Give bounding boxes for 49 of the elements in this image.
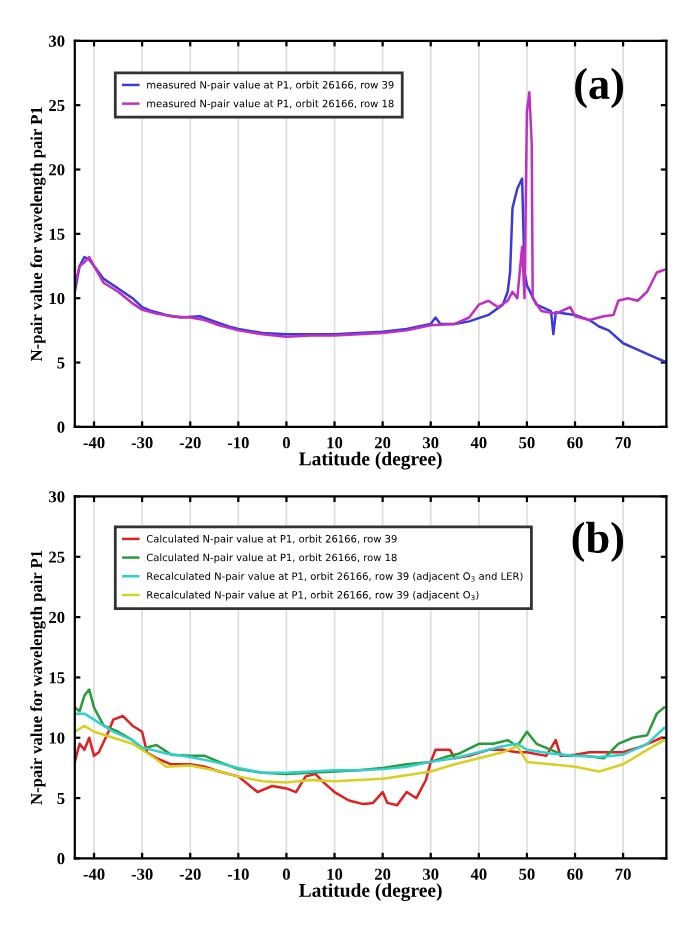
line-series: [74, 712, 666, 774]
y-tick-label: 20: [49, 164, 65, 176]
x-tick-label: 70: [615, 868, 631, 880]
y-tick-label: 0: [57, 853, 65, 865]
x-tick-label: 70: [615, 437, 631, 449]
x-tick-label: -30: [131, 868, 153, 880]
x-tick-label: 20: [374, 868, 391, 880]
line-series: [74, 724, 666, 784]
x-tick-label: 50: [519, 437, 535, 449]
y-tick-label: 10: [49, 732, 65, 744]
y-tick-label: 20: [49, 611, 65, 624]
x-tick-label: 30: [423, 868, 439, 880]
annotation: (a): [575, 67, 624, 109]
y-tick-label: 10: [49, 292, 65, 305]
x-tick-label: 60: [567, 868, 583, 880]
line-series: [74, 688, 666, 776]
x-tick-label: -20: [179, 868, 201, 880]
x-tick-label: 30: [423, 437, 439, 449]
annotation: (b): [572, 521, 624, 563]
y-tick-label: 30: [49, 35, 65, 47]
x-tick-label: -40: [83, 868, 105, 880]
x-tick-label: 50: [519, 868, 535, 880]
x-tick-label: 0: [282, 868, 290, 880]
y-tick-label: 30: [49, 491, 65, 503]
y-tick-label: 5: [57, 357, 65, 369]
y-tick-label: 15: [49, 228, 65, 240]
x-tick-label: 10: [327, 868, 343, 880]
line-series: [74, 177, 666, 363]
x-axis-title: Latitude (degree): [299, 451, 442, 470]
y-tick-label: 25: [49, 99, 65, 112]
y-tick-label: 15: [49, 672, 65, 684]
x-tick-label: 0: [282, 437, 290, 449]
x-tick-label: 40: [470, 437, 487, 449]
y-tick-label: 25: [49, 551, 65, 563]
x-tick-label: 20: [374, 437, 391, 449]
x-tick-label: 10: [327, 437, 343, 449]
x-axis-title: Latitude (degree): [299, 883, 442, 902]
x-tick-label: -20: [179, 437, 201, 449]
y-tick-label: 5: [57, 792, 65, 805]
x-tick-label: 60: [567, 437, 583, 449]
line-series: [74, 714, 663, 807]
y-axis-title: N-pair value for wavelength pair P1: [30, 550, 46, 805]
x-tick-label: -40: [83, 437, 105, 449]
x-tick-label: -30: [131, 437, 153, 449]
x-tick-label: 40: [470, 868, 487, 880]
y-axis-title: N-pair value for wavelength pair P1: [30, 107, 46, 362]
x-tick-label: -10: [227, 437, 249, 449]
x-tick-label: -10: [227, 868, 249, 880]
y-tick-label: 0: [57, 421, 65, 433]
